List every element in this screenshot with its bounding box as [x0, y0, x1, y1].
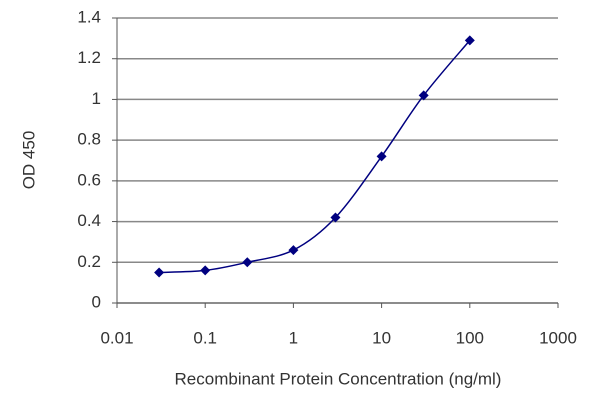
x-tick-label: 0.1	[193, 328, 217, 347]
y-tick-label: 1.4	[77, 7, 101, 26]
data-point	[154, 267, 165, 278]
y-axis-label: OD 450	[19, 131, 38, 190]
y-tick-label: 1	[92, 89, 101, 108]
data-point	[376, 151, 387, 162]
x-axis-label: Recombinant Protein Concentration (ng/ml…	[175, 369, 502, 388]
y-tick-label: 0.4	[77, 211, 101, 230]
x-tick-label: 0.01	[100, 328, 133, 347]
data-point	[418, 90, 429, 101]
x-tick-label: 10	[372, 328, 391, 347]
y-tick-label: 1.2	[77, 48, 101, 67]
y-tick-label: 0.8	[77, 130, 101, 149]
data-point	[200, 265, 211, 276]
y-tick-label: 0.6	[77, 170, 101, 189]
data-point	[464, 35, 475, 46]
data-point	[242, 257, 253, 268]
y-tick-label: 0.2	[77, 252, 101, 271]
x-tick-label: 1000	[539, 328, 577, 347]
data-point	[330, 212, 341, 223]
series-line	[159, 39, 471, 274]
data-point	[288, 245, 299, 256]
x-tick-label: 100	[456, 328, 484, 347]
x-tick-label: 1	[289, 328, 298, 347]
y-tick-label: 0	[92, 292, 101, 311]
